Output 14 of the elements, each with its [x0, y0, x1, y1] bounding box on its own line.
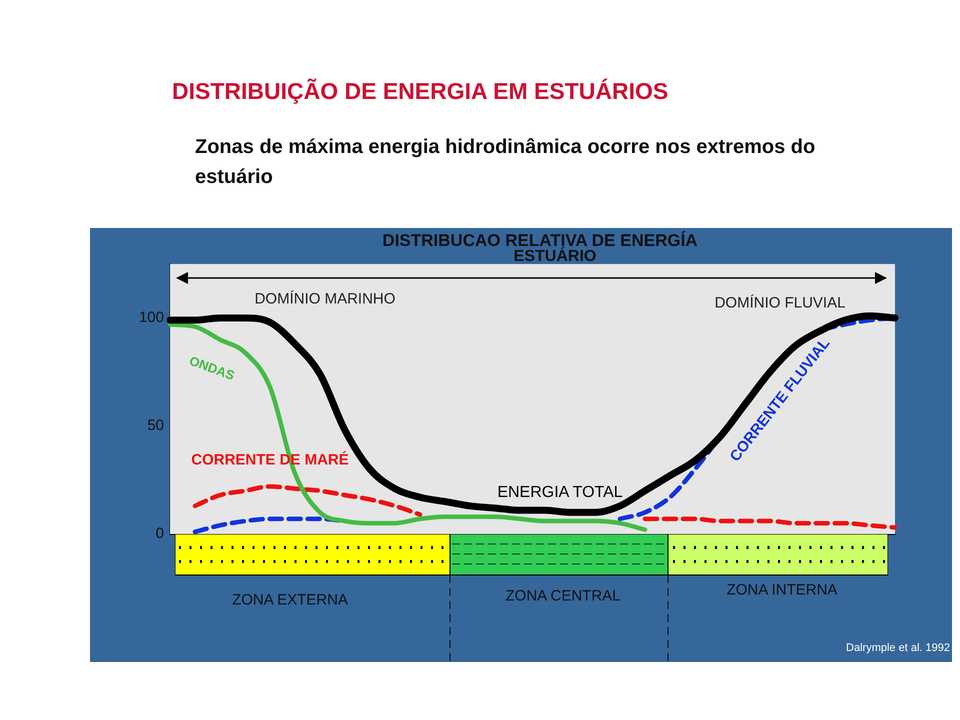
text: ZONA EXTERNA	[232, 592, 348, 608]
chart-subtitle: Zonas de máxima energia hidrodinâmica ocorre nos extremos do estuário	[195, 135, 816, 190]
text: ZONA CENTRAL	[505, 588, 621, 604]
text: ZONA INTERNA	[726, 582, 838, 598]
text: Dalrymple et al. 1992	[846, 642, 950, 654]
chart-title: DISTRIBUIÇÃO DE ENERGIA EM ESTUÁRIOS	[172, 78, 668, 105]
y-tick-label: 50	[147, 417, 164, 434]
annotation: DOMÍNIO FLUVIAL	[714, 294, 846, 312]
series-label: ENERGIA TOTAL	[497, 484, 623, 502]
line-series	[168, 322, 648, 532]
annotation: ESTUÁRIO	[514, 248, 596, 266]
y-tick-label: 0	[156, 525, 164, 542]
annotation: DOMÍNIO MARINHO	[254, 290, 396, 308]
y-tick-label: 100	[138, 309, 164, 326]
